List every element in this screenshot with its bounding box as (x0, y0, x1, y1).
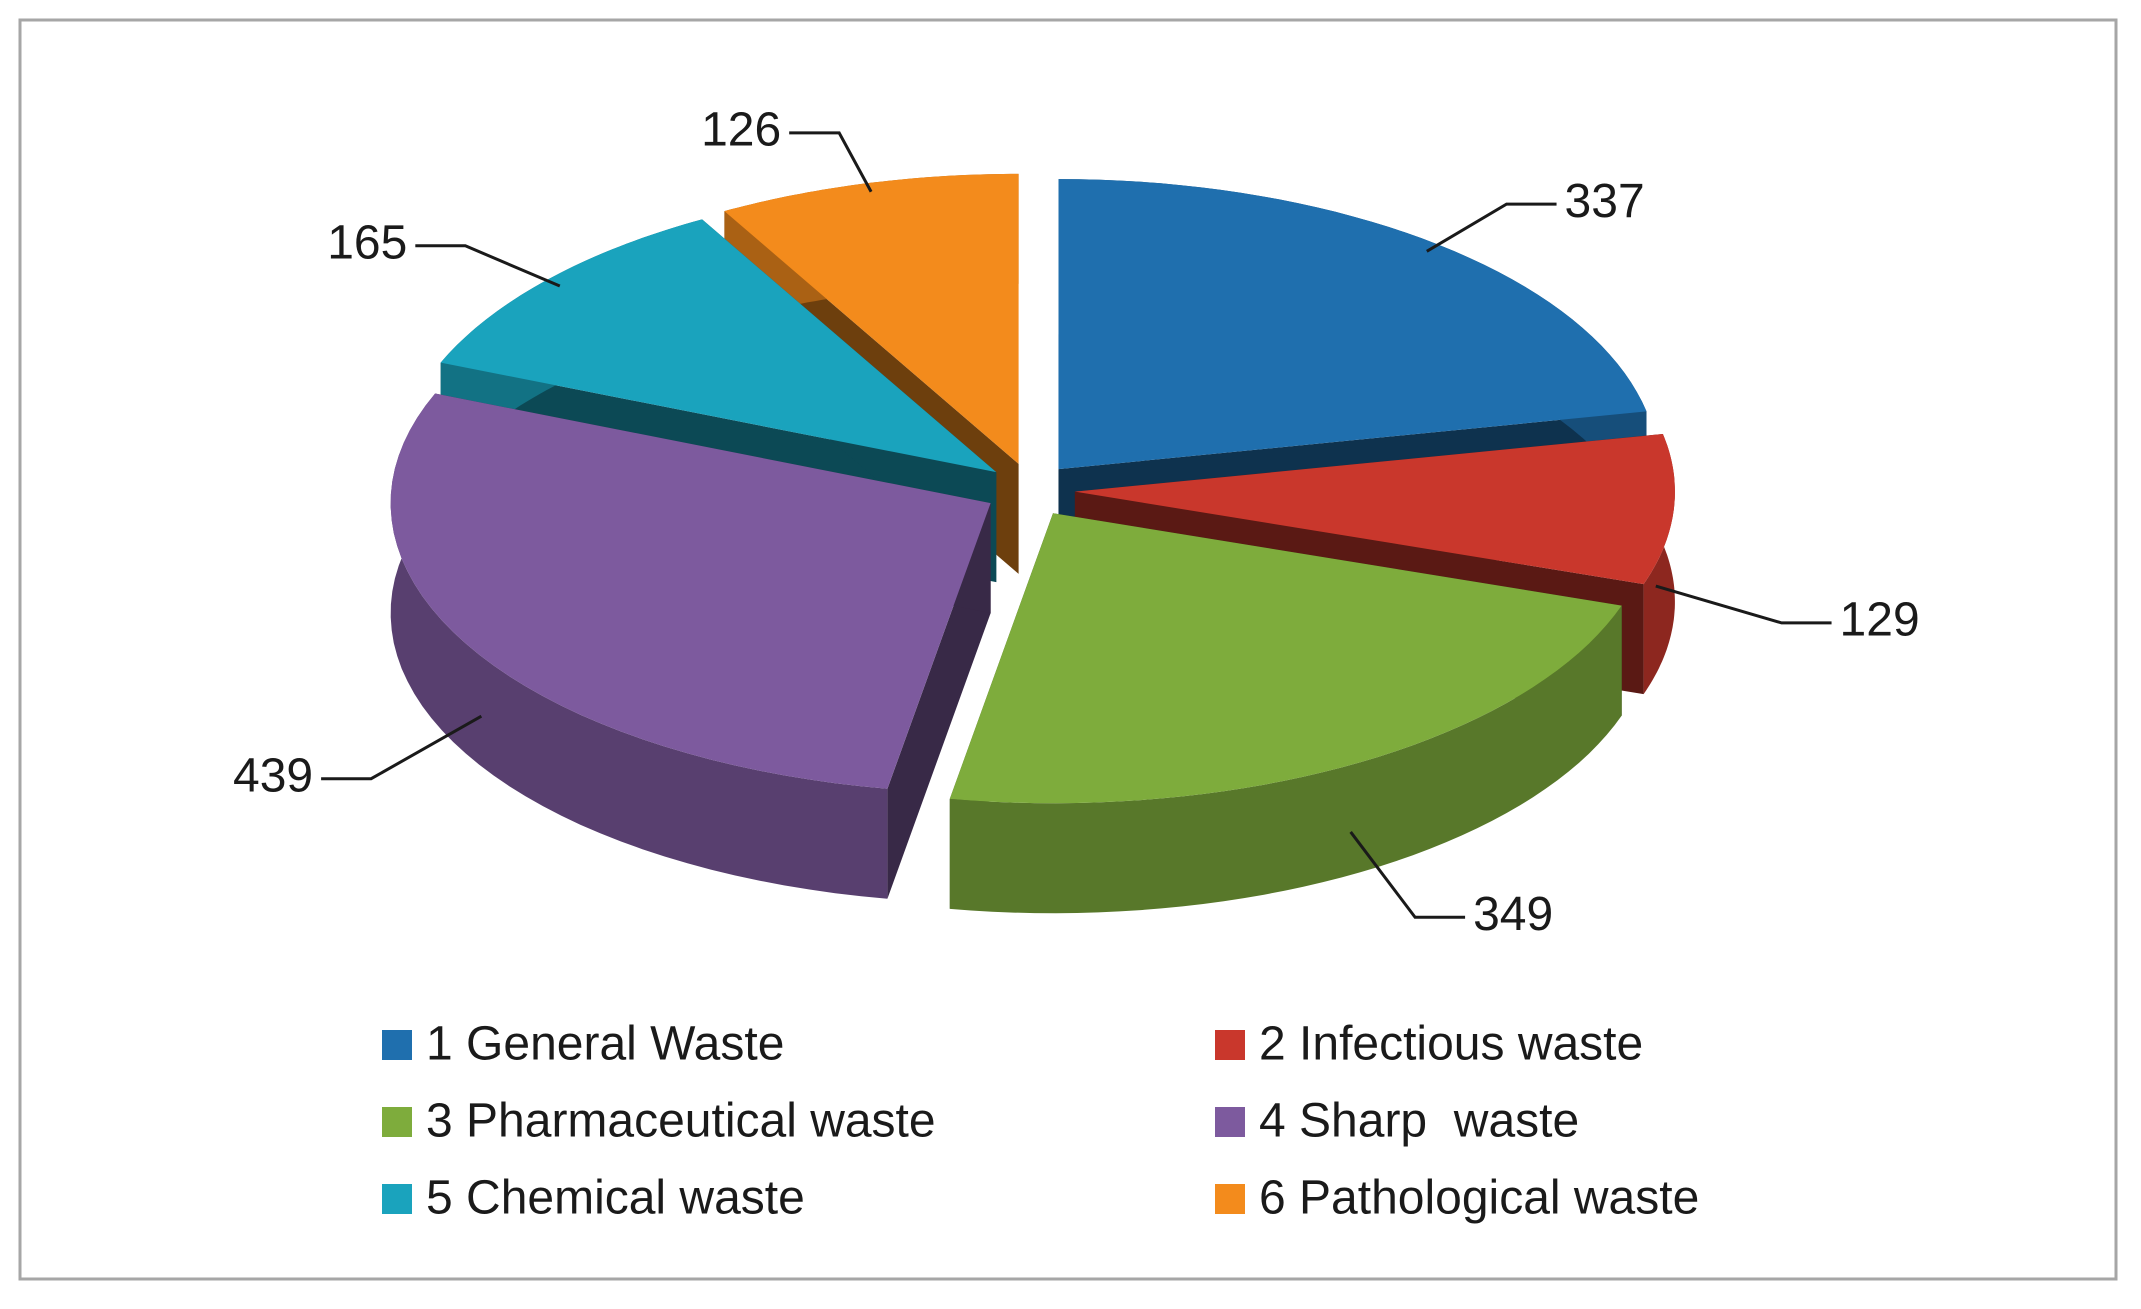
slice-side (390, 393, 888, 899)
legend-label: 5 Chemical waste (426, 1172, 805, 1225)
legend-swatch (1215, 1184, 1245, 1214)
legend-label: 6 Pathological waste (1259, 1172, 1699, 1225)
slice-side (949, 605, 1622, 914)
data-label: 349 (1473, 888, 1553, 941)
slice-top (1058, 179, 1647, 470)
leader-line (1426, 202, 1557, 253)
slice-top (390, 393, 991, 789)
legend-label: 4 Sharp waste (1259, 1095, 1579, 1148)
leader-line (415, 244, 561, 288)
legend-swatch (1215, 1107, 1245, 1137)
pie-slice (949, 513, 1622, 914)
leader-line (789, 131, 873, 193)
data-label: 439 (233, 749, 313, 802)
legend-label: 1 General Waste (426, 1018, 784, 1071)
legend-label: 3 Pharmaceutical waste (426, 1095, 936, 1148)
slice-top (949, 513, 1622, 804)
leader-line (321, 714, 483, 781)
data-label: 126 (701, 104, 781, 157)
slice-top (1074, 434, 1675, 585)
legend-swatch (1215, 1030, 1245, 1060)
slice-top (440, 219, 997, 473)
legend-swatch (382, 1184, 412, 1214)
data-label: 129 (1840, 594, 1920, 647)
leader-line (1655, 584, 1832, 625)
leader-line (1349, 831, 1466, 919)
legend-swatch (382, 1030, 412, 1060)
data-label: 165 (327, 216, 407, 269)
pie-slice (390, 393, 991, 899)
data-label: 337 (1565, 175, 1645, 228)
legend-label: 2 Infectious waste (1259, 1018, 1643, 1071)
slice-top (724, 173, 1019, 464)
legend-swatch (382, 1107, 412, 1137)
